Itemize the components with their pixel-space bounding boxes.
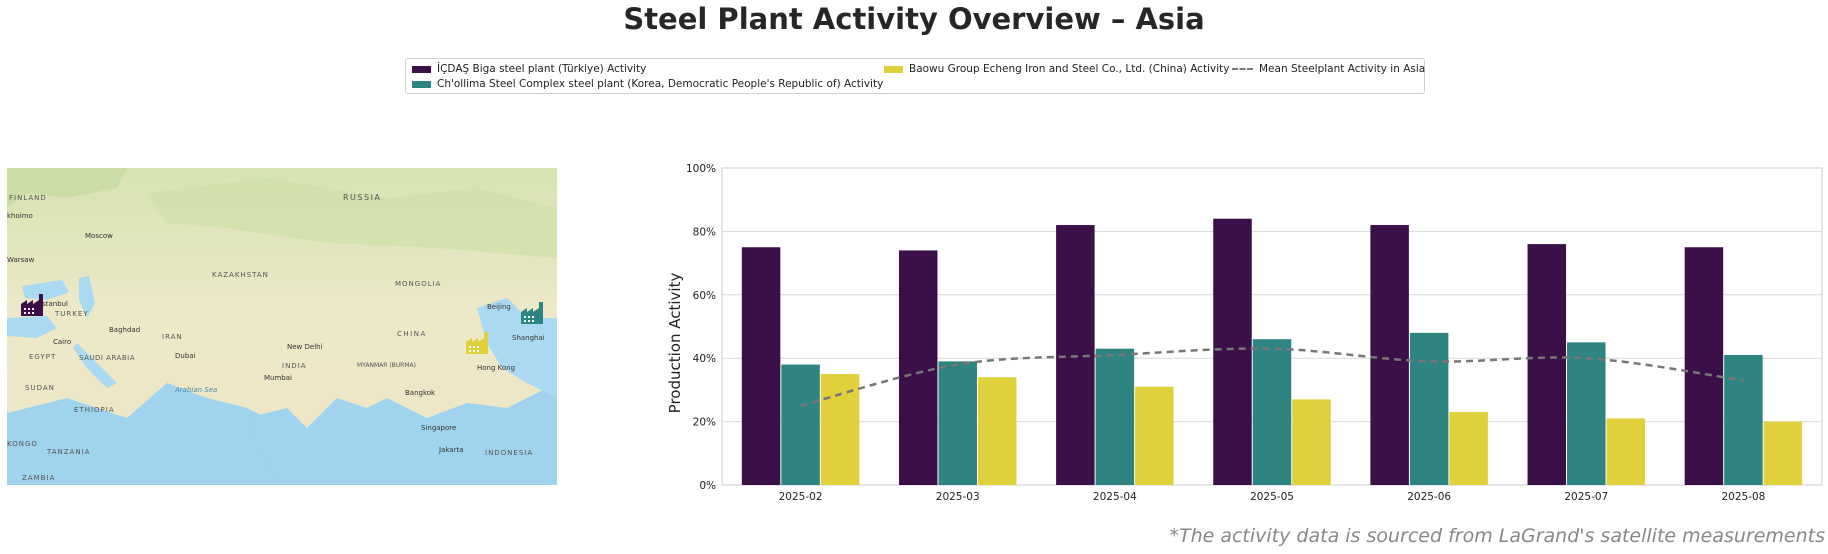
bar [1370, 225, 1409, 485]
caspian-sea [79, 276, 95, 318]
bar [1527, 244, 1567, 485]
map-label-ethiopia: ETHIOPIA [74, 406, 115, 414]
map-label-hong-kong: Hong Kong [477, 364, 515, 372]
map-label-warsaw: Warsaw [7, 256, 35, 264]
chart-legend: İÇDAŞ Biga steel plant (Türkiye) Activit… [405, 58, 1425, 94]
legend-item-mean: Mean Steelplant Activity in Asia [1232, 63, 1425, 75]
map-label-myanmar: MYANMAR (BURMA) [357, 362, 416, 369]
map-label-singapore: Singapore [421, 424, 456, 432]
map-label-kongo: KONGO [7, 440, 38, 448]
footnote: *The activity data is sourced from LaGra… [1169, 525, 1825, 547]
map-label-mumbai: Mumbai [264, 374, 292, 382]
map-label-indonesia: INDONESIA [485, 449, 533, 457]
map-label-baghdad: Baghdad [109, 326, 140, 334]
map-label-iran: IRAN [162, 333, 183, 341]
bar [1213, 218, 1252, 485]
bar [781, 364, 820, 485]
legend-swatch-icdas [412, 65, 431, 73]
bar [1292, 399, 1331, 485]
siberia [147, 178, 557, 258]
bar [1567, 342, 1606, 485]
indian-ocean-west [7, 383, 307, 485]
x-tick-label: 2025-07 [1564, 491, 1608, 503]
y-tick-label: 60% [693, 290, 716, 302]
map-label-khoimo: khoimo [7, 212, 33, 220]
bar [741, 247, 781, 485]
bar [938, 361, 977, 485]
legend-label-chollima: Ch'ollima Steel Complex steel plant (Kor… [437, 78, 884, 90]
legend-swatch-chollima [412, 80, 431, 88]
bar [1135, 386, 1174, 485]
map-label-finland: FINLAND [9, 194, 47, 202]
map-label-india: INDIA [282, 362, 307, 370]
north-forest [7, 168, 127, 208]
bar [1449, 412, 1488, 485]
x-tick-label: 2025-05 [1250, 491, 1294, 503]
legend-label-baowu: Baowu Group Echeng Iron and Steel Co., L… [909, 63, 1230, 75]
y-tick-label: 80% [693, 226, 716, 238]
map-label-bangkok: Bangkok [405, 389, 436, 397]
map-label-jakarta: Jakarta [438, 446, 464, 454]
map-label-shanghai: Shanghai [512, 334, 545, 342]
x-tick-label: 2025-08 [1721, 491, 1765, 503]
bar [1409, 332, 1449, 485]
mediterranean-sea [7, 316, 57, 338]
x-tick-label: 2025-03 [936, 491, 980, 503]
y-tick-label: 100% [686, 163, 716, 175]
x-tick-label: 2025-02 [779, 491, 823, 503]
map-label-dubai: Dubai [175, 352, 196, 360]
bar [1606, 418, 1646, 485]
map-label-istanbul: Istanbul [40, 300, 68, 308]
map-label-moscow: Moscow [85, 232, 113, 240]
factory-icon [521, 302, 543, 324]
legend-item-chollima: Ch'ollima Steel Complex steel plant (Kor… [412, 78, 883, 90]
map-label-saudi-arabia: SAUDI ARABIA [79, 354, 135, 362]
factory-icon [466, 332, 488, 354]
map-label-turkey: TURKEY [54, 310, 89, 318]
bar [1252, 339, 1292, 485]
map-label-russia: RUSSIA [343, 193, 381, 202]
bar [898, 250, 938, 485]
map-label-china: CHINA [397, 330, 427, 338]
asia-map: RUSSIA FINLAND khoimo Moscow Warsaw KAZA… [7, 168, 557, 485]
map-label-beijing: Beijing [487, 303, 511, 311]
map-label-egypt: EGYPT [29, 353, 56, 361]
bar [1684, 247, 1724, 485]
page-title: Steel Plant Activity Overview – Asia [623, 2, 1205, 36]
legend-label-mean: Mean Steelplant Activity in Asia [1259, 63, 1426, 75]
legend-label-icdas: İÇDAŞ Biga steel plant (Türkiye) Activit… [437, 63, 647, 75]
map-label-mongolia: MONGOLIA [395, 280, 441, 288]
y-tick-label: 40% [693, 353, 716, 365]
red-sea [73, 343, 117, 388]
bar [1095, 348, 1135, 485]
legend-swatch-mean [1232, 68, 1253, 70]
x-tick-label: 2025-04 [1093, 491, 1137, 503]
y-tick-label: 0% [699, 480, 716, 492]
map-label-kazakhstan: KAZAKHSTAN [212, 271, 269, 279]
legend-item-icdas: İÇDAŞ Biga steel plant (Türkiye) Activit… [412, 63, 646, 75]
map-label-cairo: Cairo [53, 338, 71, 346]
legend-item-baowu: Baowu Group Echeng Iron and Steel Co., L… [884, 63, 1229, 75]
black-sea [22, 280, 69, 300]
map-label-sudan: SUDAN [25, 384, 55, 392]
map-label-zambia: ZAMBIA [22, 474, 55, 482]
bar [977, 377, 1017, 485]
map-label-arabian-sea: Arabian Sea [174, 386, 217, 394]
bar [1763, 421, 1803, 485]
y-tick-label: 20% [693, 417, 716, 429]
bar [820, 374, 860, 485]
bar [1724, 355, 1763, 485]
mean-activity-line [800, 347, 1744, 407]
y-axis-label: Production Activity [666, 273, 684, 414]
map-label-new-delhi: New Delhi [287, 343, 323, 351]
map-label-tanzania: TANZANIA [46, 448, 90, 456]
indian-ocean-east [247, 383, 557, 485]
factory-icon [21, 294, 43, 316]
legend-swatch-baowu [884, 65, 903, 73]
x-tick-label: 2025-06 [1407, 491, 1451, 503]
